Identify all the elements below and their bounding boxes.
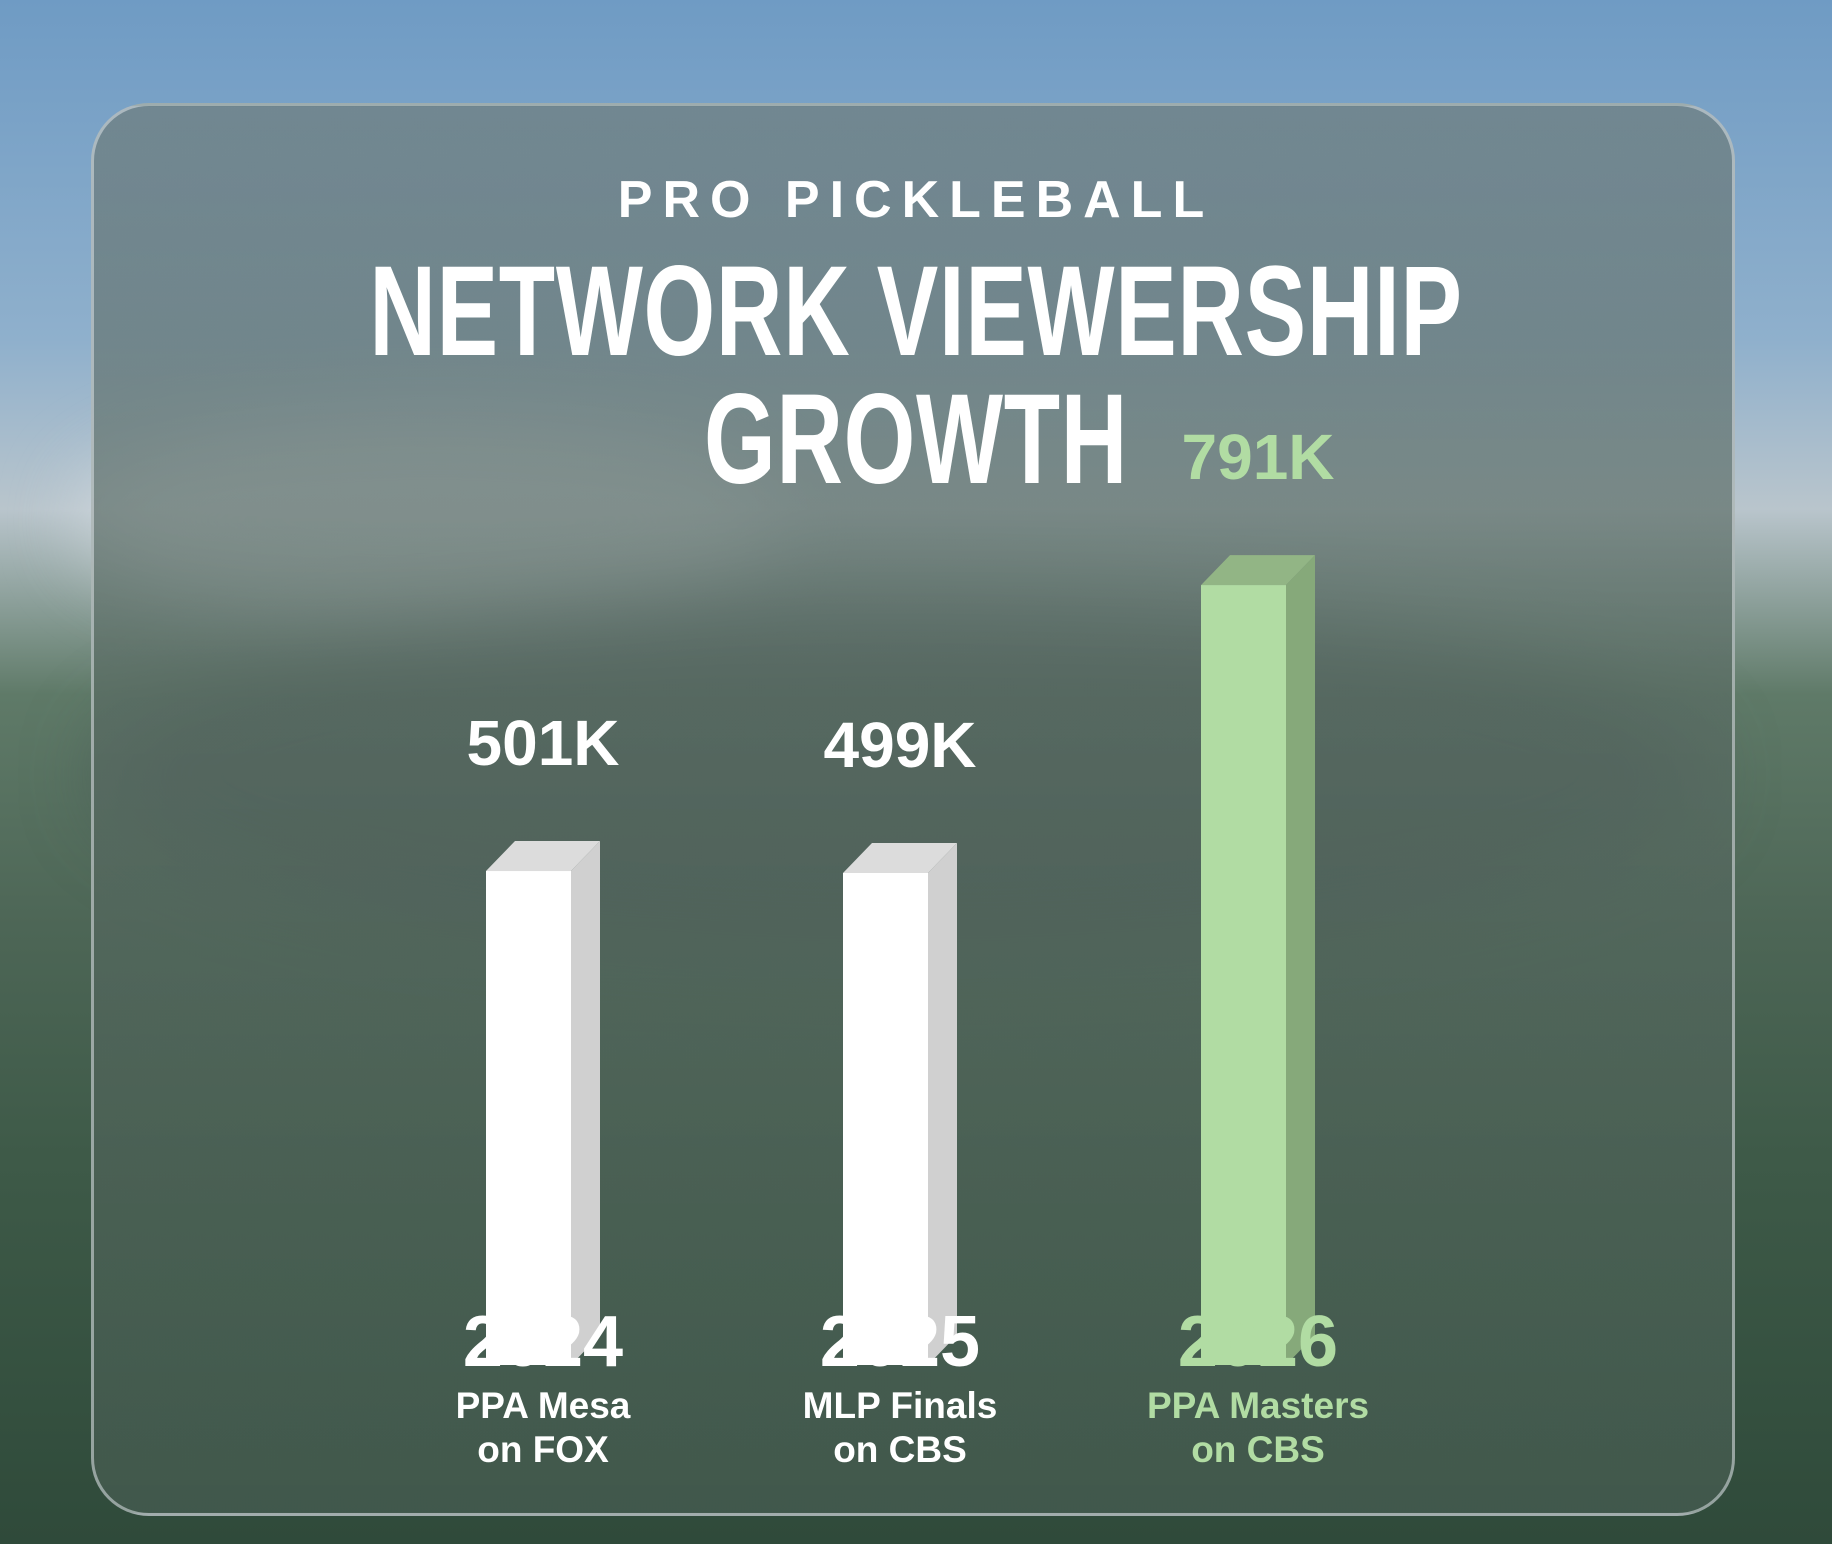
year-label: 2025 (819, 1302, 981, 1382)
year-label: 2026 (1177, 1302, 1339, 1382)
value-label: 791K (1181, 421, 1335, 494)
bar-top-2024 (486, 841, 600, 872)
event-label-line: MLP Finals (802, 1385, 998, 1426)
event-label: PPA Mesa on FOX (373, 1384, 713, 1472)
year-label: 2024 (462, 1302, 624, 1382)
bar-side-2024 (571, 841, 600, 1365)
bar-top-2026 (1201, 555, 1315, 586)
bar-top-2025 (843, 842, 957, 873)
bar-side-2026 (1286, 555, 1315, 1365)
event-label-line: on CBS (1191, 1429, 1325, 1470)
event-label-line: on CBS (833, 1429, 967, 1470)
bar-2024 (486, 871, 571, 1365)
chart-subtitle: PRO PICKLEBALL (617, 171, 1215, 229)
bar-2025 (843, 872, 928, 1365)
bar-side-2025 (928, 842, 957, 1365)
event-label-line: PPA Mesa (455, 1385, 631, 1426)
value-label: 499K (823, 708, 977, 781)
event-label: MLP Finals on CBS (730, 1384, 1070, 1472)
event-label: PPA Masters on CBS (1088, 1384, 1428, 1472)
value-label: 501K (466, 707, 620, 779)
chart-title: NETWORK VIEWERSHIP GROWTH (369, 240, 1463, 511)
bar-2026 (1201, 585, 1286, 1365)
event-label-line: PPA Masters (1146, 1385, 1370, 1426)
event-label-line: on FOX (477, 1429, 609, 1470)
